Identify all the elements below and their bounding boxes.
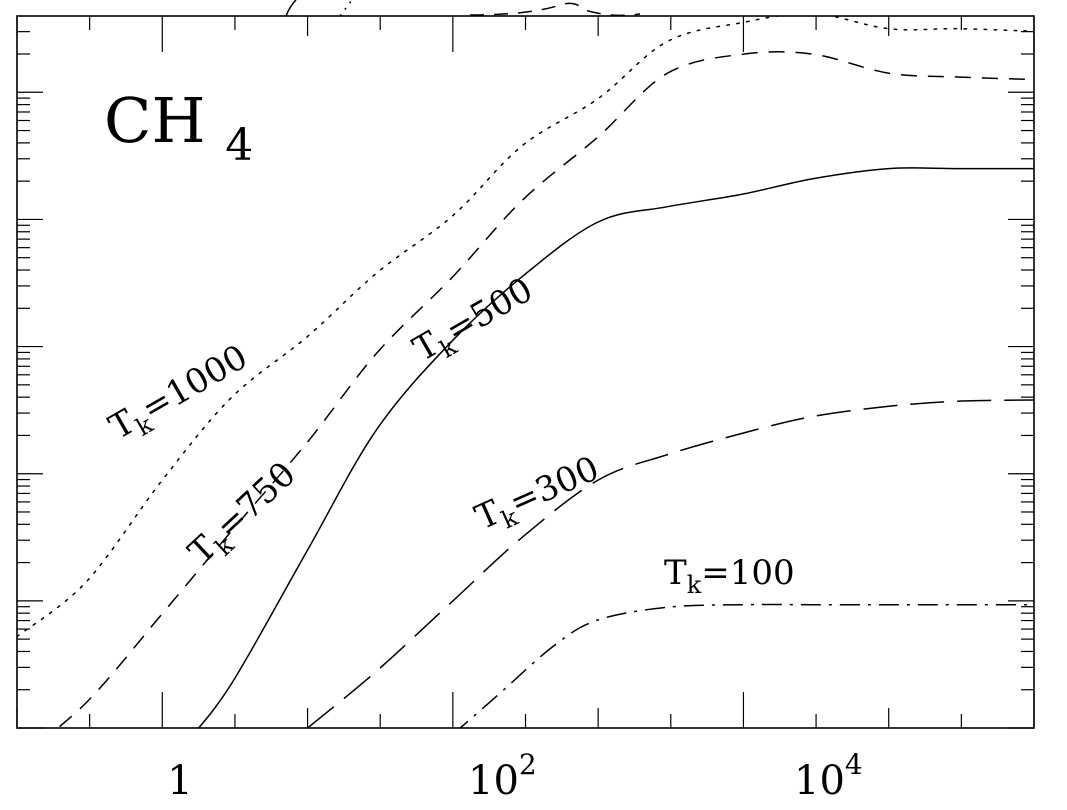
axis-ticks [16, 16, 1035, 729]
series-line-1 [56, 51, 1034, 728]
x-tick-label-10000: 104 [794, 748, 863, 804]
x-tick-label-100-exp: 2 [519, 748, 537, 781]
label-tk1000-value: =1000 [135, 337, 255, 429]
upper-panel-dotted-fragment [339, 0, 353, 17]
label-tk100: Tk=100 [664, 553, 795, 599]
label-tk750-value: =750 [208, 454, 304, 547]
series-lines [17, 16, 1034, 728]
label-tk100-sub: k [687, 571, 702, 599]
label-tk500-value: =500 [439, 270, 540, 351]
series-line-3 [307, 399, 1034, 728]
x-tick-label-100: 102 [468, 748, 537, 804]
label-tk500: Tk=500 [407, 270, 543, 375]
species-subscript: 4 [225, 120, 253, 171]
label-tk1000: Tk=1000 [103, 337, 258, 453]
series-line-4 [459, 603, 1034, 728]
x-tick-label-1: 1 [167, 758, 192, 804]
label-tk100-main: T [664, 553, 687, 593]
label-tk300: Tk=300 [469, 449, 607, 544]
series-line-2 [197, 167, 1034, 728]
x-tick-label-100-base: 10 [468, 758, 519, 804]
series-line-0 [17, 16, 1034, 638]
plot-frame [16, 15, 1035, 729]
upper-panel-dashed-fragment [469, 2, 641, 17]
species-formula: CH [104, 84, 206, 157]
upper-panel-solid-fragment [285, 0, 297, 17]
x-tick-label-10000-exp: 4 [845, 748, 863, 781]
species-annotation: CH 4 [104, 84, 253, 171]
label-tk750: Tk=750 [181, 454, 308, 577]
label-tk300-value: =300 [503, 449, 605, 524]
x-tick-label-10000-base: 10 [794, 758, 845, 804]
x-tick-label-1-base: 1 [167, 758, 192, 804]
label-tk100-value: =100 [701, 553, 794, 593]
